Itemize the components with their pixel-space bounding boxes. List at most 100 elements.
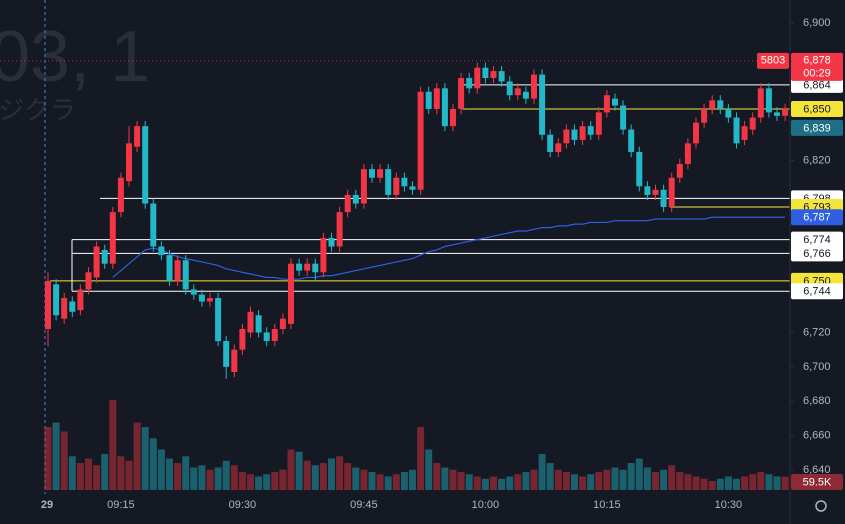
candle-body: [733, 117, 740, 144]
countdown: 00:29: [803, 68, 831, 80]
volume-bar: [238, 472, 246, 490]
candle-body: [458, 78, 465, 109]
volume-bar: [692, 476, 700, 490]
y-tick-label: 6,820: [803, 154, 831, 166]
volume-bar: [101, 454, 109, 490]
volume-bar: [490, 476, 497, 490]
candle-body: [328, 237, 335, 247]
settings-icon[interactable]: [815, 500, 827, 512]
volume-bar: [117, 456, 125, 490]
volume-bar: [182, 456, 190, 490]
candle-body: [85, 272, 92, 290]
volume-bar: [554, 469, 562, 490]
volume-bar: [757, 472, 765, 490]
y-tick-label: 6,640: [803, 464, 831, 476]
candle-body: [377, 169, 384, 178]
volume-bar: [287, 449, 295, 490]
volume-bar: [457, 472, 465, 490]
price-tag-box: [757, 52, 789, 69]
y-tick-label: 6,660: [803, 430, 831, 442]
volume-label-box: [791, 474, 843, 490]
volume-bar: [319, 463, 327, 490]
volume-bar: [206, 469, 214, 490]
candle-body: [93, 246, 100, 278]
candle-body: [271, 329, 278, 342]
candle-body: [587, 126, 594, 135]
volume-bar: [595, 472, 603, 490]
x-tick-label: 10:00: [472, 499, 500, 511]
volume-bar: [765, 474, 773, 490]
volume-bar: [417, 427, 425, 490]
candle-body: [409, 186, 416, 190]
candle-body: [101, 249, 108, 264]
candle-body: [369, 169, 375, 178]
watermark-text: 03, 1: [0, 17, 150, 97]
volume-bar: [716, 478, 724, 490]
candle-body: [239, 329, 246, 350]
level-label-box: [791, 231, 843, 248]
volume-bar: [174, 463, 182, 490]
volume-bar: [392, 474, 400, 490]
volume-bar: [425, 449, 433, 490]
candle-body: [279, 318, 286, 330]
candle-body: [757, 88, 764, 118]
volume-bar: [708, 481, 716, 490]
candle-body: [693, 122, 699, 144]
volume-bar: [684, 474, 692, 490]
candle-body: [466, 78, 473, 89]
candle-body: [595, 112, 602, 135]
candle-body: [320, 237, 327, 273]
volume-bar: [279, 469, 287, 490]
candle-body: [53, 284, 60, 316]
volume-bar: [93, 465, 101, 490]
volume-bar: [263, 474, 271, 490]
volume-bar: [571, 474, 578, 490]
indicator-label-box: [791, 209, 843, 226]
volume-bar: [409, 469, 416, 490]
candle-body: [150, 203, 157, 247]
volume-bar: [627, 463, 635, 490]
volume-bar: [700, 478, 708, 490]
candle-body: [117, 177, 124, 213]
level-label: 6,766: [803, 248, 831, 260]
volume-bar: [611, 467, 619, 490]
volume-label: 59.5K: [803, 476, 832, 488]
candle-body: [61, 298, 68, 319]
volume-bar: [433, 463, 441, 490]
volume-bar: [660, 469, 668, 490]
candle-body: [433, 88, 440, 109]
candle-body: [482, 67, 489, 79]
candle-body: [312, 263, 319, 273]
last-price-label: 6,878: [803, 55, 831, 67]
volume-bar: [676, 472, 684, 490]
candle-body: [782, 108, 789, 116]
candle-body: [579, 126, 586, 140]
x-tick-label: 09:15: [107, 499, 135, 511]
candle-body: [676, 163, 683, 178]
volume-bar: [643, 467, 651, 490]
volume-bar: [336, 456, 344, 490]
candle-body: [360, 169, 367, 204]
level-label-box: [791, 76, 843, 93]
candle-body: [198, 294, 205, 302]
x-tick-label: 10:15: [593, 499, 621, 511]
candle-body: [45, 280, 51, 330]
moving-average: [112, 216, 786, 280]
candle-body: [522, 91, 529, 99]
volume-bar: [133, 422, 141, 490]
volume-bar: [538, 454, 546, 490]
candle-body: [555, 143, 562, 152]
candle-body: [69, 301, 76, 312]
candle-body: [296, 263, 303, 271]
candle-body: [288, 263, 294, 324]
candle-body: [603, 95, 610, 113]
volume-bar: [85, 458, 92, 490]
volume-bar: [481, 478, 489, 490]
x-tick-label: 29: [41, 499, 53, 511]
volume-bar: [190, 467, 198, 490]
volume-bar: [441, 467, 449, 490]
candle-body: [352, 194, 359, 204]
volume-bar: [222, 460, 230, 490]
x-tick-label: 10:30: [715, 499, 743, 511]
